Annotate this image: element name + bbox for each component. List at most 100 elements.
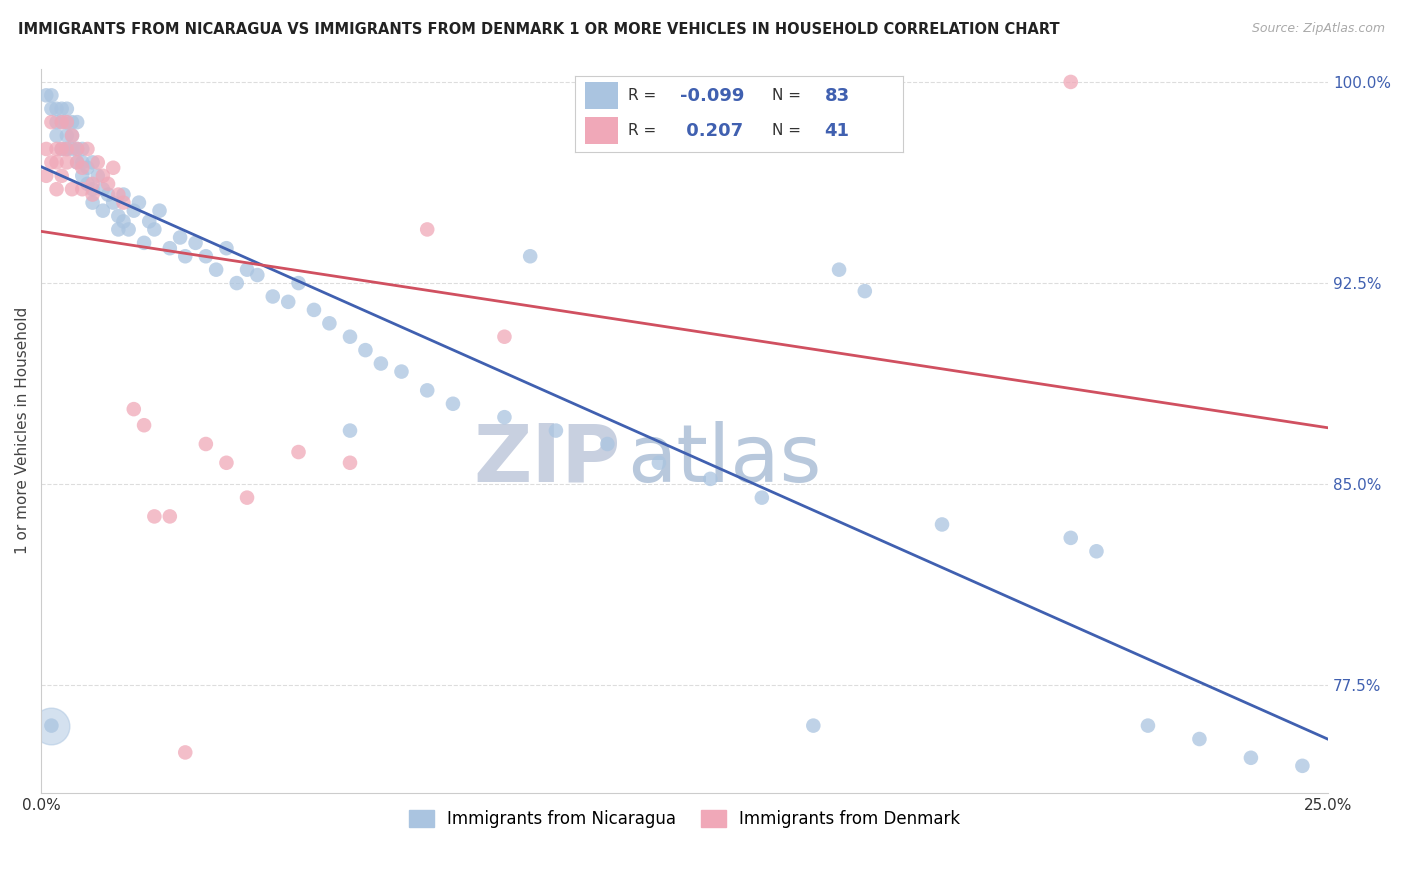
Point <box>66 155 89 169</box>
Point <box>60 128 83 143</box>
Point <box>107 222 129 236</box>
Point <box>72 169 94 183</box>
Point <box>112 187 135 202</box>
Point <box>262 289 284 303</box>
Point <box>751 491 773 505</box>
Text: IMMIGRANTS FROM NICARAGUA VS IMMIGRANTS FROM DENMARK 1 OR MORE VEHICLES IN HOUSE: IMMIGRANTS FROM NICARAGUA VS IMMIGRANTS … <box>18 22 1060 37</box>
Text: Source: ZipAtlas.com: Source: ZipAtlas.com <box>1251 22 1385 36</box>
Point <box>76 177 98 191</box>
Point <box>51 115 73 129</box>
Point <box>236 491 259 505</box>
Point <box>82 177 104 191</box>
Point <box>45 128 67 143</box>
Point <box>416 222 439 236</box>
Point <box>56 115 79 129</box>
Point <box>122 203 145 218</box>
Point <box>174 249 197 263</box>
Point <box>82 195 104 210</box>
Point <box>35 169 58 183</box>
Point <box>159 509 181 524</box>
Point <box>339 424 361 438</box>
Point <box>35 88 58 103</box>
Point <box>194 437 217 451</box>
Point <box>66 115 89 129</box>
Point <box>1188 731 1211 746</box>
Point <box>1291 759 1313 773</box>
Point <box>51 142 73 156</box>
Point <box>1060 531 1083 545</box>
Point <box>1085 544 1108 558</box>
Point <box>56 115 79 129</box>
Point <box>60 115 83 129</box>
Point <box>97 177 120 191</box>
Point <box>225 276 247 290</box>
Y-axis label: 1 or more Vehicles in Household: 1 or more Vehicles in Household <box>15 307 30 554</box>
Point <box>56 142 79 156</box>
Point <box>41 718 63 732</box>
Point <box>91 169 114 183</box>
Point <box>112 214 135 228</box>
Point <box>159 241 181 255</box>
Point <box>339 329 361 343</box>
Point <box>112 195 135 210</box>
Point <box>56 128 79 143</box>
Point <box>215 241 238 255</box>
Point <box>66 142 89 156</box>
Point <box>302 302 325 317</box>
Point <box>544 424 567 438</box>
Point <box>41 718 63 732</box>
Point <box>41 155 63 169</box>
Point <box>128 195 150 210</box>
Point <box>107 187 129 202</box>
Point <box>56 155 79 169</box>
Point <box>828 262 851 277</box>
Point <box>41 115 63 129</box>
Point <box>148 203 170 218</box>
Point <box>246 268 269 282</box>
Point <box>45 182 67 196</box>
Point <box>76 161 98 175</box>
Point <box>596 437 619 451</box>
Point <box>494 410 516 425</box>
Point <box>87 155 110 169</box>
Point <box>132 235 155 250</box>
Point <box>97 187 120 202</box>
Point <box>416 384 439 398</box>
Point <box>277 294 299 309</box>
Point <box>494 329 516 343</box>
Point <box>132 418 155 433</box>
Point <box>519 249 541 263</box>
Legend: Immigrants from Nicaragua, Immigrants from Denmark: Immigrants from Nicaragua, Immigrants fr… <box>402 804 967 835</box>
Point <box>441 397 464 411</box>
Point <box>45 102 67 116</box>
Point <box>287 276 309 290</box>
Point <box>60 128 83 143</box>
Point <box>66 155 89 169</box>
Point <box>51 169 73 183</box>
Point <box>66 142 89 156</box>
Point <box>174 746 197 760</box>
Point <box>931 517 953 532</box>
Point <box>56 102 79 116</box>
Point <box>648 456 671 470</box>
Point <box>60 142 83 156</box>
Point <box>51 102 73 116</box>
Point <box>72 161 94 175</box>
Point <box>51 115 73 129</box>
Text: atlas: atlas <box>627 420 821 499</box>
Point <box>72 142 94 156</box>
Point <box>82 187 104 202</box>
Point <box>41 102 63 116</box>
Point <box>354 343 377 358</box>
Point <box>339 456 361 470</box>
Point <box>205 262 228 277</box>
Point <box>143 222 166 236</box>
Point <box>72 155 94 169</box>
Point <box>45 155 67 169</box>
Point <box>287 445 309 459</box>
Point <box>391 365 413 379</box>
Point <box>107 209 129 223</box>
Point <box>82 155 104 169</box>
Point <box>45 115 67 129</box>
Point <box>370 357 392 371</box>
